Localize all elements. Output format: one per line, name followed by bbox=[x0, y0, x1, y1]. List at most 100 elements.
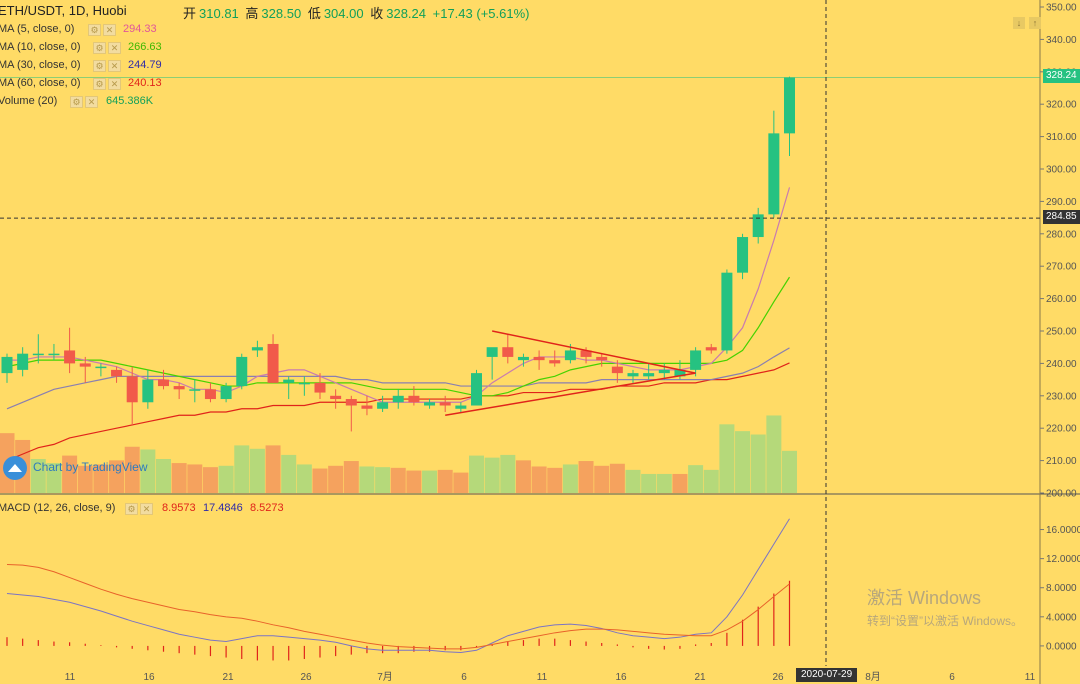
candle-body bbox=[314, 382, 326, 393]
candle-body bbox=[64, 350, 76, 364]
volume-bar bbox=[343, 461, 359, 493]
x-tick-label: 6 bbox=[949, 672, 955, 683]
volume-bar bbox=[531, 466, 547, 493]
arrow-down-icon[interactable]: ↓ bbox=[1013, 17, 1025, 29]
volume-bar bbox=[688, 465, 704, 493]
candle-body bbox=[189, 389, 201, 391]
x-tick-label: 11 bbox=[1025, 672, 1036, 683]
candle-body bbox=[267, 343, 279, 383]
volume-bar bbox=[641, 473, 657, 493]
candle-body bbox=[111, 369, 123, 377]
candle-body bbox=[455, 405, 467, 409]
volume-bar bbox=[124, 446, 140, 493]
settings-icon[interactable]: ⚙ bbox=[70, 96, 83, 108]
close-icon[interactable]: ✕ bbox=[85, 96, 98, 108]
volume-bar bbox=[359, 466, 375, 493]
tradingview-logo[interactable]: Chart by TradingView bbox=[3, 456, 148, 480]
price-tick-label: 300.00 bbox=[1046, 165, 1077, 176]
volume-bar bbox=[234, 445, 250, 493]
candle-body bbox=[486, 347, 498, 357]
indicator-ma5-value: 294.33 bbox=[123, 23, 157, 35]
close-icon[interactable]: ✕ bbox=[140, 503, 153, 515]
candle-body bbox=[533, 356, 545, 361]
price-tick-label: 240.00 bbox=[1046, 359, 1077, 370]
volume-bar bbox=[453, 472, 469, 493]
volume-bar bbox=[140, 449, 156, 493]
candle-body bbox=[674, 369, 686, 377]
settings-icon[interactable]: ⚙ bbox=[88, 24, 101, 36]
candle-body bbox=[173, 386, 185, 390]
candle-body bbox=[580, 350, 592, 357]
x-tick-label: 11 bbox=[537, 672, 548, 683]
volume-bar bbox=[656, 473, 672, 493]
x-tick-label: 6 bbox=[461, 672, 467, 683]
candle-body bbox=[784, 77, 795, 134]
candle-body bbox=[424, 402, 436, 406]
close-icon[interactable]: ✕ bbox=[108, 60, 121, 72]
volume-bar bbox=[609, 463, 625, 493]
volume-bar bbox=[719, 424, 735, 493]
price-tick-label: 280.00 bbox=[1046, 229, 1077, 240]
volume-bar bbox=[171, 463, 187, 493]
windows-watermark: 激活 Windows 转到“设置”以激活 Windows。 bbox=[867, 584, 1023, 629]
volume-bar bbox=[328, 465, 344, 493]
volume-bar bbox=[296, 464, 312, 493]
candle-body bbox=[549, 360, 561, 364]
settings-icon[interactable]: ⚙ bbox=[93, 42, 106, 54]
candle-body bbox=[1, 356, 13, 374]
volume-bar bbox=[735, 431, 751, 493]
volume-bar bbox=[265, 445, 281, 493]
price-tick-label: 200.00 bbox=[1046, 489, 1077, 500]
price-tick-label: 260.00 bbox=[1046, 294, 1077, 305]
candle-body bbox=[377, 402, 389, 409]
volume-bar bbox=[156, 459, 171, 493]
volume-bar bbox=[594, 465, 610, 493]
volume-bar bbox=[625, 469, 641, 493]
open-value: 310.81 bbox=[199, 6, 239, 21]
volume-bar bbox=[782, 450, 797, 493]
volume-bar bbox=[703, 469, 719, 493]
settings-icon[interactable]: ⚙ bbox=[125, 503, 138, 515]
high-label: 高 bbox=[245, 6, 259, 21]
indicator-ma60-name: MA (60, close, 0) bbox=[0, 77, 81, 89]
candle-body bbox=[158, 379, 169, 387]
indicator-ma30-value: 244.79 bbox=[128, 59, 162, 71]
candle-body bbox=[721, 272, 733, 351]
ma5-line bbox=[7, 187, 791, 403]
candle-body bbox=[126, 376, 138, 403]
volume-bar bbox=[109, 460, 125, 493]
candle-body bbox=[752, 214, 764, 238]
volume-bar bbox=[187, 464, 203, 493]
ohlc-legend: 开 310.81 高 328.50 低 304.00 收 328.24 +17.43 (… bbox=[183, 3, 532, 22]
triangle-lower-line bbox=[445, 372, 696, 416]
arrow-up-icon[interactable]: ↑ bbox=[1029, 17, 1041, 29]
price-tick-label: 290.00 bbox=[1046, 197, 1077, 208]
x-tick-label: 7月 bbox=[377, 671, 393, 683]
change-value: +17.43 (+5.61%) bbox=[432, 6, 530, 21]
volume-bar bbox=[562, 464, 578, 493]
volume-bar bbox=[77, 465, 93, 493]
candle-body bbox=[502, 347, 514, 357]
volume-bar bbox=[422, 470, 438, 493]
candle-body bbox=[298, 382, 310, 385]
candle-body bbox=[408, 395, 420, 403]
candle-body bbox=[690, 350, 702, 370]
settings-icon[interactable]: ⚙ bbox=[93, 78, 106, 90]
x-tick-label: 16 bbox=[143, 672, 155, 683]
candle-body bbox=[17, 353, 29, 370]
volume-bar bbox=[766, 415, 782, 493]
close-icon[interactable]: ✕ bbox=[108, 42, 121, 54]
candle-body bbox=[251, 347, 263, 351]
candle-body bbox=[79, 363, 91, 367]
volume-bar bbox=[406, 470, 422, 493]
price-tick-label: 270.00 bbox=[1046, 262, 1077, 273]
volume-bar bbox=[484, 457, 500, 493]
cursor-price-tag: 284.85 bbox=[1043, 210, 1080, 224]
close-icon[interactable]: ✕ bbox=[108, 78, 121, 90]
indicator-ma30-name: MA (30, close, 0) bbox=[0, 59, 81, 71]
close-icon[interactable]: ✕ bbox=[103, 24, 116, 36]
x-tick-label: 11 bbox=[65, 672, 76, 683]
symbol-title[interactable]: ETH/USDT, 1D, Huobi bbox=[0, 3, 127, 18]
settings-icon[interactable]: ⚙ bbox=[93, 60, 106, 72]
